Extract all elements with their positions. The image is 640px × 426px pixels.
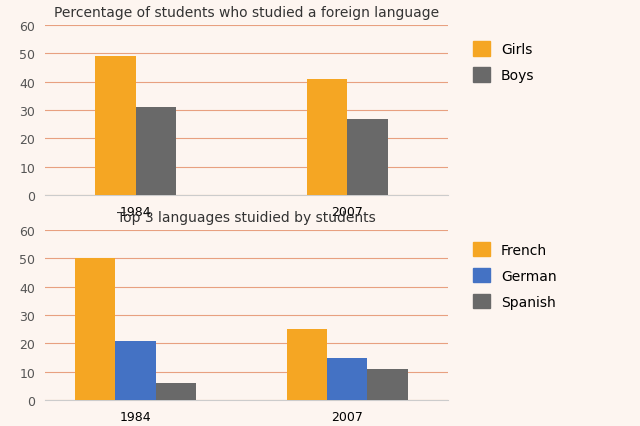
Bar — [367, 369, 408, 400]
Title: Percentage of students who studied a foreign language: Percentage of students who studied a for… — [54, 6, 439, 20]
Bar — [347, 119, 388, 196]
Legend: French, German, Spanish: French, German, Spanish — [468, 237, 563, 314]
Bar — [75, 259, 115, 400]
Title: Top 3 languages stuidied by students: Top 3 languages stuidied by students — [117, 211, 376, 225]
Bar — [115, 341, 156, 400]
Bar — [327, 358, 367, 400]
Legend: Girls, Boys: Girls, Boys — [468, 37, 540, 89]
Bar — [136, 108, 176, 196]
Bar — [156, 383, 196, 400]
Bar — [95, 57, 136, 196]
Bar — [287, 329, 327, 400]
Bar — [307, 80, 347, 196]
